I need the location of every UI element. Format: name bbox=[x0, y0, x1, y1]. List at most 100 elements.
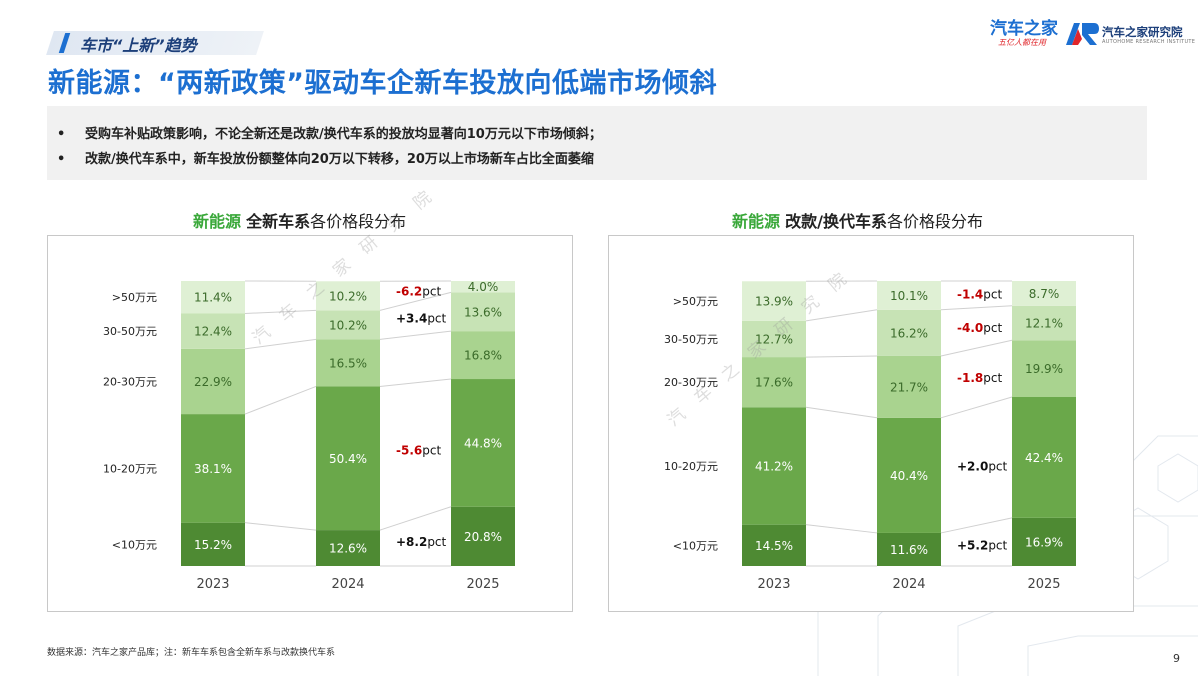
pct-change-annotation: +3.4pct bbox=[396, 311, 447, 325]
legend-price-label: 10-20万元 bbox=[664, 460, 718, 473]
stacked-bar-chart-facelift-models: 14.5% 41.2% 17.6% 12.7% 13.9% 2023 11.6% 40.4% 2… bbox=[664, 280, 1076, 592]
chart-title-highlight: 新能源 bbox=[732, 212, 781, 231]
chart-panel-right: 14.5% 41.2% 17.6% 12.7% 13.9% 2023 11.6% 40.4% 2… bbox=[608, 235, 1134, 612]
data-label: 12.1% bbox=[1025, 317, 1063, 331]
connector-line bbox=[379, 330, 452, 340]
data-label: 10.1% bbox=[890, 289, 928, 303]
research-institute-logo: 汽车之家研究院 AUTOHOME RESEARCH INSTITUTE bbox=[1064, 21, 1195, 49]
data-label: 50.4% bbox=[329, 452, 367, 466]
chart-title-left: 新能源 全新车系各价格段分布 bbox=[193, 208, 406, 232]
x-tick-label: 2025 bbox=[1027, 577, 1060, 592]
chart-title-highlight: 新能源 bbox=[193, 212, 242, 231]
data-label: 22.9% bbox=[194, 375, 232, 389]
data-label: 17.6% bbox=[755, 376, 793, 390]
connector-line bbox=[805, 355, 878, 358]
connector-line bbox=[244, 338, 317, 350]
bar-segment bbox=[877, 281, 941, 310]
bar-segment bbox=[316, 530, 380, 566]
connector-line bbox=[940, 339, 1013, 357]
bar-segment bbox=[877, 532, 941, 566]
chart-title-series-type: 全新车系 bbox=[246, 212, 311, 231]
connector-line bbox=[940, 396, 1013, 419]
data-label: 42.4% bbox=[1025, 451, 1063, 465]
research-institute-name: 汽车之家研究院 bbox=[1102, 25, 1183, 39]
summary-bullet: • 受购车补贴政策影响，不论全新还是改款/换代车系的投放均显著向10万元以下市场倾… bbox=[57, 127, 602, 142]
chart-title-right: 新能源 改款/换代车系各价格段分布 bbox=[732, 208, 983, 232]
bar-segment bbox=[1012, 396, 1076, 518]
bar-segment bbox=[181, 348, 245, 415]
connector-line bbox=[244, 385, 317, 415]
legend-price-label: <10万元 bbox=[673, 539, 718, 552]
pct-change-annotation: +5.2pct bbox=[957, 539, 1008, 553]
data-label: 12.7% bbox=[755, 332, 793, 346]
data-label: 21.7% bbox=[890, 380, 928, 394]
legend-price-label: >50万元 bbox=[673, 295, 718, 308]
data-label: 41.2% bbox=[755, 459, 793, 473]
connector-line bbox=[244, 309, 317, 314]
bar-segment bbox=[742, 281, 806, 321]
data-label: 10.2% bbox=[329, 289, 367, 303]
bar-segment bbox=[1012, 305, 1076, 341]
bar-segment bbox=[451, 331, 515, 380]
connector-line bbox=[379, 291, 452, 311]
autohome-logo-text: 汽车之家 bbox=[990, 19, 1058, 39]
research-institute-english: AUTOHOME RESEARCH INSTITUTE bbox=[1102, 39, 1196, 45]
bar-segment bbox=[451, 281, 515, 293]
data-label: 16.5% bbox=[329, 356, 367, 370]
data-label: 40.4% bbox=[890, 469, 928, 483]
pct-change-annotation: -4.0pct bbox=[957, 321, 1002, 335]
data-label: 13.6% bbox=[464, 305, 502, 319]
bar-segment bbox=[742, 524, 806, 566]
x-tick-label: 2024 bbox=[892, 577, 925, 592]
summary-bullet-text: 受购车补贴政策影响，不论全新还是改款/换代车系的投放均显著向10万元以下市场倾斜… bbox=[85, 127, 602, 142]
bar-segment bbox=[316, 386, 380, 531]
x-tick-label: 2024 bbox=[331, 577, 364, 592]
connector-line bbox=[940, 305, 1013, 311]
chart-title-suffix: 各价格段分布 bbox=[310, 212, 407, 231]
x-tick-label: 2023 bbox=[757, 577, 790, 592]
bar-segment bbox=[316, 281, 380, 311]
data-label: 11.4% bbox=[194, 291, 232, 305]
data-label: 13.9% bbox=[755, 295, 793, 309]
chart-panel-left: 15.2% 38.1% 22.9% 12.4% 11.4% 2023 12.6% 50.4% 1… bbox=[47, 235, 573, 612]
bar-segment bbox=[1012, 517, 1076, 566]
bar-segment bbox=[742, 407, 806, 525]
bar-segment bbox=[877, 417, 941, 533]
connector-line bbox=[805, 309, 878, 322]
bar-segment bbox=[742, 320, 806, 358]
bar-segment bbox=[451, 506, 515, 566]
bar-segment bbox=[1012, 281, 1076, 306]
connector-line bbox=[805, 406, 878, 419]
data-label: 12.4% bbox=[194, 325, 232, 339]
page-number: 9 bbox=[1173, 652, 1180, 665]
data-label: 11.6% bbox=[890, 543, 928, 557]
data-source-footnote: 数据来源：汽车之家产品库；注：新车车系包含全新车系与改款换代车系 bbox=[47, 648, 336, 658]
data-label: 8.7% bbox=[1029, 287, 1060, 301]
data-label: 38.1% bbox=[194, 462, 232, 476]
data-label: 19.9% bbox=[1025, 362, 1063, 376]
data-label: 44.8% bbox=[464, 436, 502, 450]
data-label: 4.0% bbox=[468, 280, 499, 294]
pct-change-annotation: -6.2pct bbox=[396, 284, 441, 298]
bar-segment bbox=[316, 339, 380, 387]
bar-segment bbox=[316, 310, 380, 340]
data-label: 16.9% bbox=[1025, 535, 1063, 549]
connector-line bbox=[805, 524, 878, 534]
legend-price-label: >50万元 bbox=[112, 291, 157, 304]
pct-change-annotation: -5.6pct bbox=[396, 444, 441, 458]
legend-price-label: 20-30万元 bbox=[664, 376, 718, 389]
summary-bullet: • 改款/换代车系中，新车投放份额整体向20万以下转移，20万以上市场新车占比全面… bbox=[57, 152, 594, 167]
bar-segment bbox=[181, 522, 245, 566]
data-label: 16.2% bbox=[890, 326, 928, 340]
pct-change-annotation: -1.8pct bbox=[957, 371, 1002, 385]
bar-segment bbox=[451, 379, 515, 507]
legend-price-label: 30-50万元 bbox=[664, 333, 718, 346]
bar-segment bbox=[181, 414, 245, 523]
legend-price-label: 30-50万元 bbox=[103, 325, 157, 338]
autohome-logo: 汽车之家 五亿人都在用 bbox=[990, 20, 1058, 50]
bar-segment bbox=[877, 309, 941, 356]
page-title: 新能源：“两新政策”驱动车企新车投放向低端市场倾斜 bbox=[48, 68, 717, 99]
data-label: 14.5% bbox=[755, 539, 793, 553]
pct-change-annotation: +2.0pct bbox=[957, 459, 1008, 473]
x-tick-label: 2025 bbox=[466, 577, 499, 592]
